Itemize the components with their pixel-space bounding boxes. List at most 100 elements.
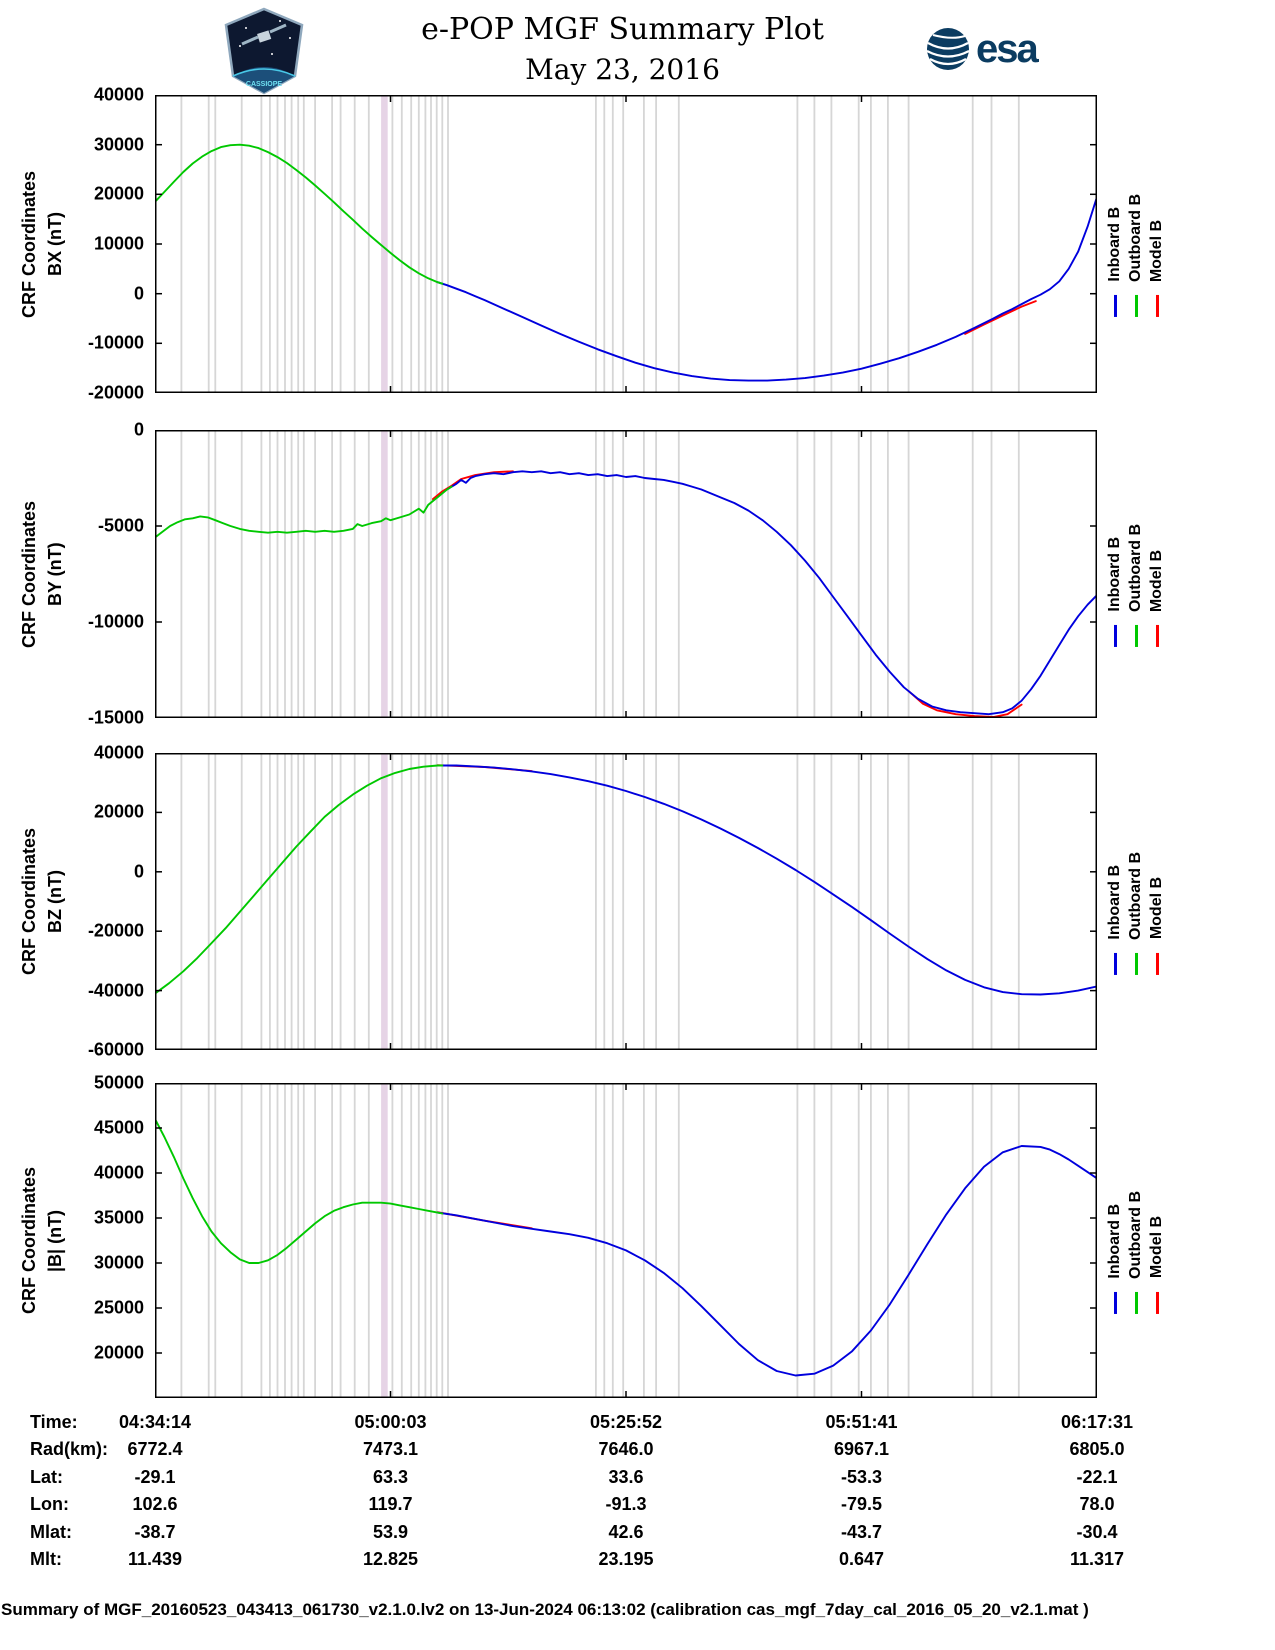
legend-label: Outboard B — [1127, 851, 1144, 940]
y-tick-label: 45000 — [93, 1117, 144, 1138]
data-gap-band — [603, 753, 606, 1050]
y-axis-title-line: CRF Coordinates — [19, 828, 39, 976]
highlight-band — [381, 95, 388, 393]
data-gap-band — [603, 1083, 606, 1398]
ephemeris-value: 06:17:31 — [1060, 1412, 1134, 1432]
data-gap-band — [339, 95, 342, 393]
data-gap-band — [339, 430, 342, 718]
data-gap-band — [424, 95, 427, 393]
data-gap-band — [435, 430, 438, 718]
y-tick-label: -10000 — [87, 332, 144, 353]
data-gap-band — [331, 95, 333, 393]
y-tick-label: -5000 — [97, 515, 144, 536]
ephemeris-value: 63.3 — [372, 1466, 409, 1487]
legend-color-mark — [1155, 952, 1159, 975]
data-gap-band — [400, 753, 403, 1050]
data-gap-band — [269, 430, 271, 718]
ephemeris-value: 04:34:14 — [118, 1412, 192, 1432]
data-gap-band — [643, 430, 645, 718]
y-tick-label: 10000 — [93, 233, 144, 254]
ephemeris-row-mlat-: Mlat: -38.7 53.9 42.6 -43.7 -30.4 — [0, 1522, 1275, 1549]
y-tick-label: 40000 — [93, 84, 144, 105]
ephemeris-value: -22.1 — [1076, 1466, 1118, 1487]
data-gap-band — [595, 430, 597, 718]
ephemeris-value: -38.7 — [134, 1521, 176, 1542]
y-tick-label: 30000 — [93, 134, 144, 155]
series-inboard-b — [436, 195, 1098, 382]
data-gap-band — [367, 753, 370, 1050]
data-gap-band — [391, 95, 394, 393]
data-gap-band — [410, 753, 413, 1050]
y-tick-label: 30000 — [93, 1252, 144, 1273]
plot-area-bx — [154, 94, 1098, 394]
data-gap-band — [260, 95, 263, 393]
data-gap-band — [410, 430, 413, 718]
page-date: May 23, 2016 — [525, 53, 720, 86]
legend-color-mark — [1113, 294, 1117, 317]
highlight-band — [381, 1083, 388, 1398]
data-gap-band — [655, 95, 657, 393]
axes-box — [155, 1083, 1097, 1398]
legend-entry-model-b: Model B — [1148, 1161, 1166, 1314]
legend-bz: Inboard B Outboard B Model B — [1106, 822, 1166, 975]
series-model-b — [964, 300, 1037, 335]
data-gap-band — [857, 95, 860, 393]
data-gap-band — [214, 753, 217, 1050]
data-gap-band — [887, 753, 889, 1050]
data-gap-band — [424, 430, 427, 718]
esa-globe-icon — [926, 28, 970, 70]
data-gap-band — [430, 753, 432, 1050]
y-tick-label: 0 — [133, 283, 144, 304]
y-axis-title-line: CRF Coordinates — [19, 500, 39, 648]
data-gap-band — [269, 753, 271, 1050]
data-gap-band — [813, 753, 816, 1050]
data-gap-band — [297, 1083, 300, 1398]
y-axis-title-line: CRF Coordinates — [19, 170, 39, 318]
y-tick-label: -15000 — [87, 707, 144, 728]
data-gap-band — [611, 1083, 614, 1398]
data-gap-band — [655, 1083, 657, 1398]
legend-label: Model B — [1148, 877, 1165, 940]
y-tick-label: 20000 — [93, 1342, 144, 1363]
data-gap-band — [447, 430, 449, 718]
data-gap-band — [655, 753, 657, 1050]
legend-color-mark — [1134, 294, 1138, 317]
plot-svg-bz — [154, 752, 1098, 1051]
y-axis-title-line: CRF Coordinates — [19, 1167, 39, 1315]
axes-box — [155, 430, 1097, 718]
data-gap-band — [353, 95, 356, 393]
data-gap-band — [284, 95, 286, 393]
y-axis-tick-labels-bmag: 50000 45000 40000 35000 30000 25000 20000 — [60, 1073, 150, 1398]
data-gap-band — [643, 1083, 645, 1398]
data-gap-band — [622, 753, 625, 1050]
legend-entry-outboard-b: Outboard B — [1127, 165, 1145, 317]
plot-area-bz — [154, 752, 1098, 1051]
data-gap-band — [603, 95, 606, 393]
panel-bmag: CRF Coordinates |B| (nT) 50000 45000 40000… — [0, 1073, 1275, 1398]
legend-entry-inboard-b: Inboard B — [1106, 495, 1124, 647]
ephemeris-value: -29.1 — [134, 1466, 176, 1487]
data-gap-band — [400, 1083, 403, 1398]
data-gap-band — [314, 753, 316, 1050]
data-gap-band — [180, 430, 183, 718]
data-gap-band — [887, 1083, 889, 1398]
legend-color-mark — [1113, 1291, 1117, 1314]
data-gap-band — [830, 95, 833, 393]
data-gap-band — [284, 1083, 286, 1398]
legend-color-mark — [1134, 624, 1138, 647]
data-gap-band — [990, 753, 993, 1050]
legend-label: Model B — [1148, 219, 1165, 282]
ephemeris-value: 12.825 — [362, 1549, 419, 1569]
data-gap-band — [302, 753, 305, 1050]
data-gap-band — [655, 430, 657, 718]
page-title: e-POP MGF Summary Plot — [421, 12, 824, 47]
legend-entry-inboard-b: Inboard B — [1106, 165, 1124, 317]
y-tick-label: 20000 — [93, 801, 144, 822]
data-gap-band — [990, 95, 993, 393]
patch-mission-name: CASSIOPE — [246, 81, 283, 88]
ephemeris-value: -53.3 — [840, 1466, 883, 1487]
ephemeris-value: 11.317 — [1069, 1549, 1125, 1569]
data-gap-band — [430, 430, 432, 718]
data-gap-band — [240, 95, 243, 393]
data-gap-band — [260, 1083, 263, 1398]
